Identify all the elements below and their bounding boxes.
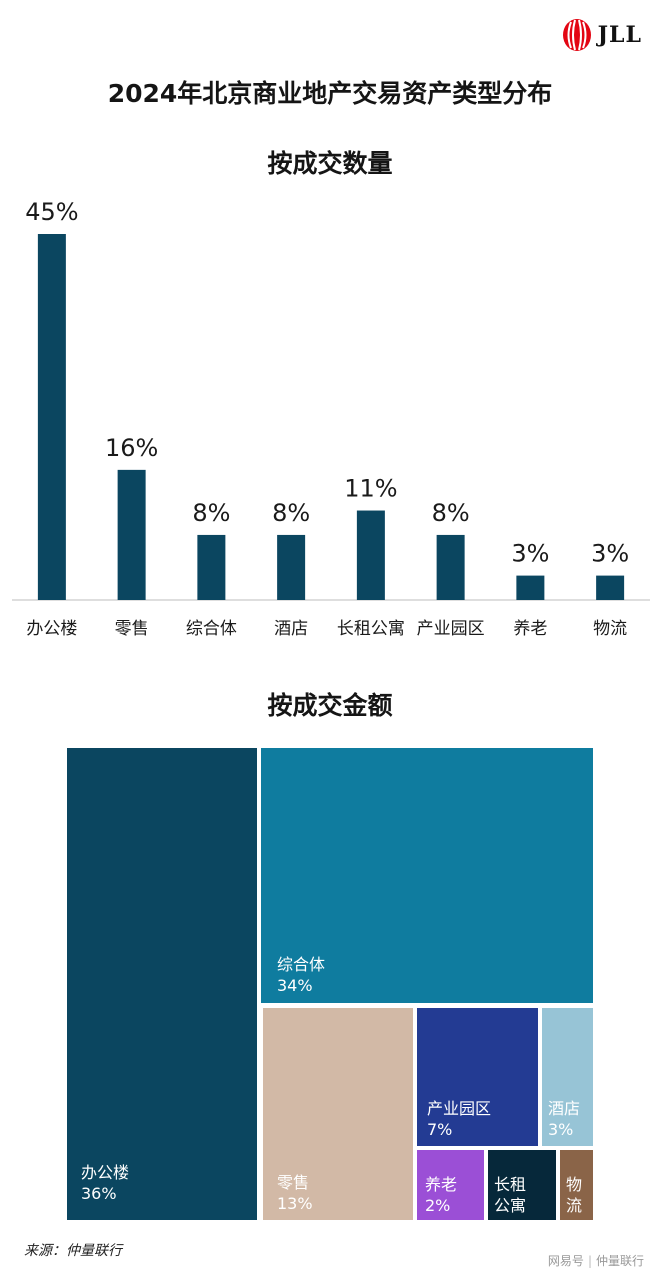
bar-chart-title: 按成交数量 [267, 149, 393, 178]
treemap-cell-value: 13% [277, 1194, 313, 1213]
jll-logo-mark-icon [562, 19, 591, 51]
bar-value-label: 45% [25, 198, 78, 226]
watermark-brand: 网易号 [547, 1254, 584, 1268]
bar-4 [356, 510, 385, 600]
treemap-cell-label: 养老 [425, 1175, 457, 1194]
watermark: 网易号 | 仲量联行 [547, 1254, 644, 1268]
treemap-cell-label: 物 [566, 1175, 582, 1194]
treemap-cell-label: 长租 [494, 1175, 526, 1194]
treemap-cell-2 [263, 1008, 413, 1220]
bar-category-label: 产业园区 [417, 619, 485, 639]
bar-value-label: 16% [105, 434, 158, 462]
treemap-cell-value: 3% [548, 1120, 573, 1139]
treemap-cell-value: 34% [277, 976, 313, 995]
bar-value-label: 3% [511, 540, 549, 568]
treemap-cell-value: 7% [427, 1120, 452, 1139]
treemap-cell-value: 公寓 [494, 1196, 526, 1215]
page-title: 2024年北京商业地产交易资产类型分布 [107, 79, 553, 108]
bar-value-label: 8% [192, 499, 230, 527]
bar-category-label: 物流 [593, 619, 627, 639]
treemap-cell-6 [488, 1150, 556, 1220]
bar-chart: 45% 办公楼 16% 零售 8% 综合体 8% 酒店 11% 长租公寓 8% 产业园区 3% 养老 3% 物… [12, 198, 650, 639]
treemap-cell-5 [417, 1150, 484, 1220]
bar-1 [117, 469, 146, 600]
bar-7 [596, 575, 625, 600]
bar-3 [277, 534, 306, 600]
bar-category-label: 酒店 [274, 619, 308, 639]
source-note: 来源：仲量联行 [24, 1243, 122, 1259]
treemap-cell-3 [417, 1008, 538, 1146]
bar-6 [516, 575, 545, 600]
treemap-cell-label: 产业园区 [427, 1099, 491, 1118]
bar-value-label: 11% [344, 475, 397, 503]
watermark-author: 仲量联行 [595, 1254, 644, 1268]
treemap-cell-label: 办公楼 [81, 1163, 129, 1182]
bar-category-label: 养老 [513, 619, 547, 639]
jll-logo-text: JLL [597, 22, 642, 48]
treemap-cell-1 [261, 748, 593, 1003]
bar-5 [436, 534, 465, 600]
treemap-cell-value: 36% [81, 1184, 117, 1203]
bar-0 [37, 234, 66, 600]
treemap-title: 按成交金额 [267, 691, 393, 720]
bar-value-label: 8% [432, 499, 470, 527]
bar-value-label: 8% [272, 499, 310, 527]
treemap-cell-label: 综合体 [277, 955, 325, 974]
bar-category-label: 综合体 [186, 619, 237, 639]
treemap-cell-7 [560, 1150, 593, 1220]
treemap-cell-label: 酒店 [548, 1099, 580, 1118]
treemap-cell-4 [542, 1008, 593, 1146]
jll-logo: JLL [562, 18, 642, 52]
treemap-cell-value: 2% [425, 1196, 450, 1215]
bar-2 [197, 534, 226, 600]
bar-category-label: 长租公寓 [337, 619, 405, 639]
treemap-cell-0 [67, 748, 257, 1220]
treemap-cell-value: 流 [566, 1196, 582, 1215]
bar-category-label: 办公楼 [26, 619, 77, 639]
bar-value-label: 3% [591, 540, 629, 568]
bar-category-label: 零售 [115, 619, 149, 639]
treemap-cell-label: 零售 [277, 1173, 309, 1192]
